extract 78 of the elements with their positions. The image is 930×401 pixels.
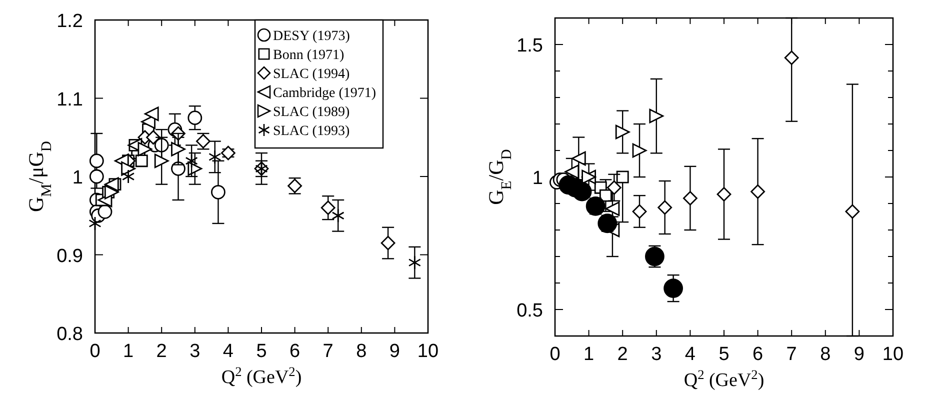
point [146, 130, 160, 145]
point [154, 154, 169, 168]
x-tick-label: 5 [256, 341, 267, 362]
x-tick-label: 9 [854, 344, 864, 365]
point [658, 200, 672, 215]
point [88, 216, 102, 231]
point [605, 202, 620, 216]
point [572, 182, 592, 202]
y-tick-label: 1.1 [56, 89, 83, 110]
y-tick-label: 1.2 [56, 11, 83, 32]
point [408, 255, 422, 270]
y-tick-label: 0.9 [56, 246, 83, 267]
x-axis-title: Q$^{2}$ (GeV$^{2}$) [684, 366, 764, 391]
x-tick-label: 4 [222, 341, 234, 362]
x-tick-label: 2 [617, 344, 628, 365]
point [332, 208, 344, 223]
x-tick-label: 10 [882, 344, 904, 365]
x-tick-label: 8 [356, 341, 367, 362]
x-tick-label: 2 [156, 341, 167, 362]
point [750, 184, 765, 199]
point [144, 106, 159, 122]
point [171, 142, 186, 156]
point [211, 184, 226, 200]
y-tick-label: 1 [72, 168, 83, 188]
point [606, 180, 622, 195]
point [320, 200, 336, 215]
x-tick-label: 6 [290, 341, 300, 362]
point [664, 278, 683, 298]
point [185, 154, 198, 168]
legend-label: Cambridge (1971) [273, 86, 376, 101]
point [104, 184, 119, 200]
x-tick-label: 1 [123, 341, 134, 362]
point [380, 236, 396, 250]
x-tick-label: 0 [550, 344, 560, 365]
point [632, 204, 647, 219]
x-tick-label: 7 [786, 344, 797, 365]
point [135, 154, 148, 168]
x-tick-label: 7 [322, 341, 334, 362]
x-tick-label: 3 [651, 344, 662, 365]
point [716, 187, 732, 202]
x-tick-label: 1 [584, 344, 594, 365]
legend-label: SLAC (1994) [273, 67, 350, 82]
point [122, 169, 135, 184]
y-tick-label: 0.8 [56, 324, 83, 345]
point [221, 146, 236, 160]
point [89, 169, 104, 184]
x-tick-label: 5 [718, 344, 730, 365]
point [564, 164, 580, 179]
x-tick-label: 3 [190, 341, 200, 362]
point [845, 204, 860, 219]
point [649, 108, 664, 124]
x-tick-label: 8 [820, 344, 831, 365]
point [121, 161, 136, 176]
point [645, 246, 664, 266]
point [188, 110, 202, 125]
legend-label: SLAC (1993) [273, 124, 350, 139]
x-tick-label: 10 [417, 341, 439, 362]
point [571, 151, 586, 166]
point [104, 177, 119, 192]
x-axis-title: Q$^{2}$ (GeV$^{2}$) [221, 364, 302, 388]
point [138, 142, 152, 156]
x-tick-label: 4 [684, 344, 696, 365]
x-tick-label: 6 [752, 344, 764, 365]
point [89, 154, 104, 168]
legend-label: Bonn (1971) [273, 48, 344, 63]
x-tick-label: 9 [389, 341, 400, 362]
y-tick-label: 1.5 [516, 36, 543, 56]
point [683, 191, 698, 206]
x-tick-label: 0 [90, 341, 100, 362]
point [98, 204, 112, 219]
point [784, 50, 799, 65]
legend-label: SLAC (1989) [273, 105, 350, 120]
point [632, 143, 647, 158]
point [616, 170, 629, 184]
y-tick-label: 0.5 [516, 300, 543, 322]
y-tick-label: 1 [532, 168, 543, 189]
point [615, 124, 630, 140]
legend-label: DESY (1973) [273, 29, 350, 44]
